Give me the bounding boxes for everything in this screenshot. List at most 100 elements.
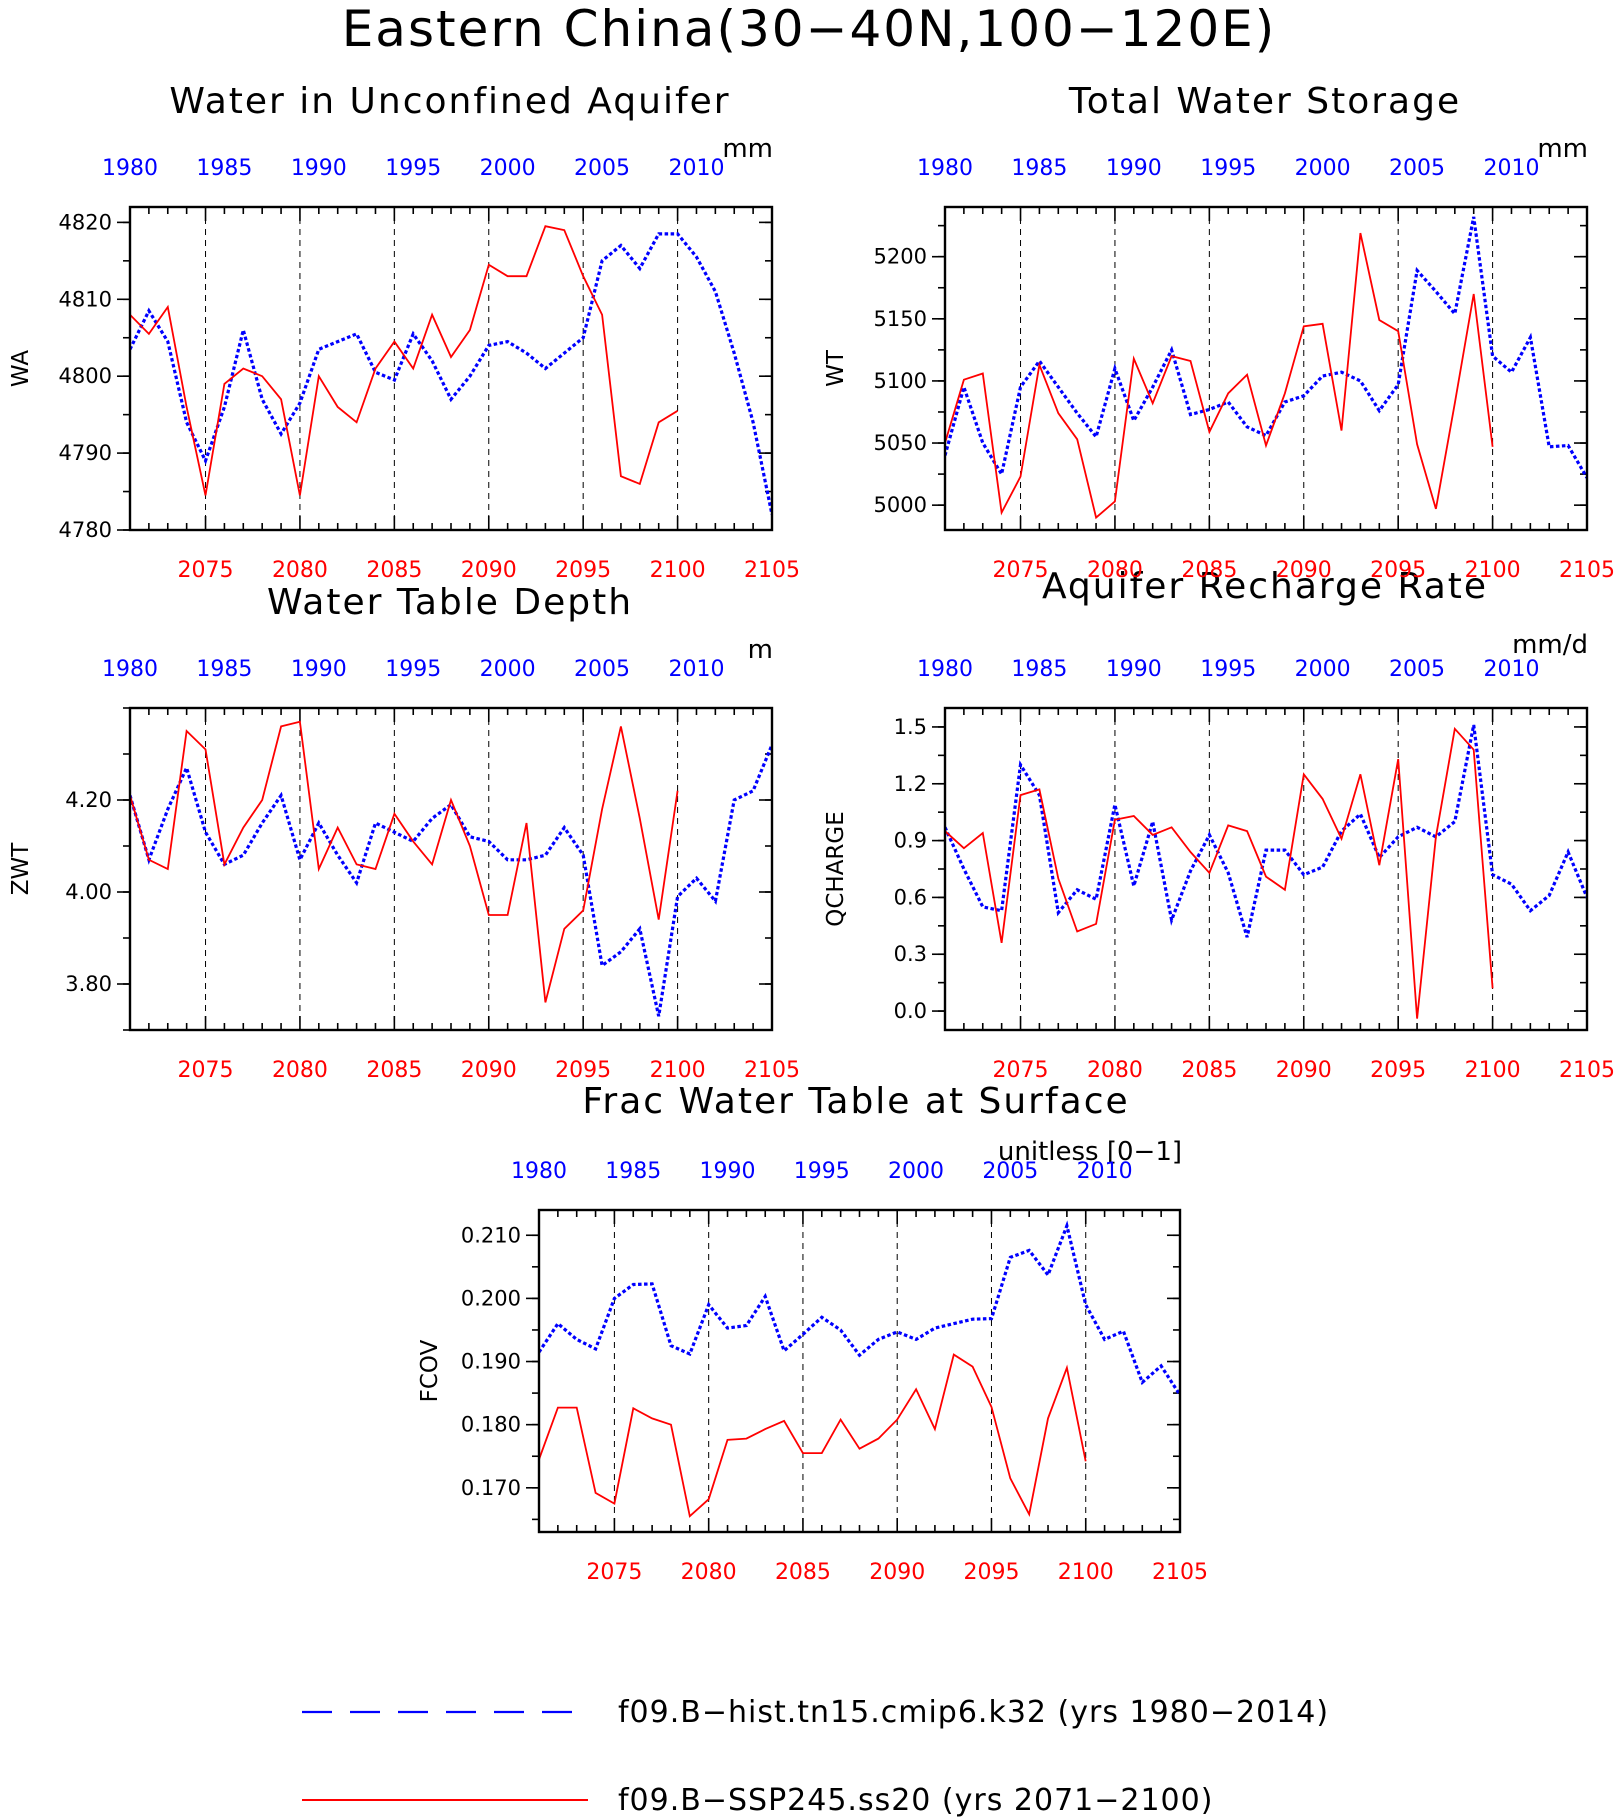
hist-series-line [130,744,772,1017]
y-tick-label: 0.6 [894,885,927,909]
y-axis-label: ZWT [8,842,34,895]
bottom-axis-tick-label: 2100 [1058,1560,1114,1585]
top-axis-tick-label: 1985 [1011,156,1067,181]
ssp-series-line [539,1353,1087,1518]
top-axis-tick-label: 2000 [1295,657,1351,682]
bottom-axis-tick-label: 2080 [272,558,328,583]
plot-2: 5000 5050 5100 5150 5200 WT 1980 1985 1990 1995 20… [823,156,1615,583]
y-tick-label: 0.0 [894,999,927,1023]
panel-units: unitless [0−1] [998,1137,1182,1167]
bottom-axis-tick-label: 2095 [555,558,611,583]
plot-1: 4780 4790 4800 4810 4820 WA 1980 1985 1990 1995 20… [8,156,800,583]
top-axis-tick-label: 1985 [196,657,252,682]
plot-4: 0.0 0.3 0.6 0.9 1.2 1.5 QCHARGE 1980 1985 1990 199… [823,657,1615,1083]
top-axis-tick-label: 2005 [1389,156,1445,181]
y-tick-label: 4810 [59,287,112,311]
plot-3: 3.80 4.00 4.20 ZWT 1980 1985 1990 1995 2000 2005 2… [8,657,800,1083]
top-axis-tick-label: 1990 [1106,156,1162,181]
panel-title: Water in Unconfined Aquifer [169,81,730,122]
top-axis-tick-label: 1995 [385,156,441,181]
bottom-axis-tick-label: 2085 [366,1058,422,1083]
plot-frame [943,205,1589,532]
top-axis-tick-label: 2010 [668,156,724,181]
y-tick-label: 0.190 [461,1350,521,1374]
y-tick-label: 4.00 [65,880,112,904]
y-tick-label: 4.20 [65,788,112,812]
top-axis-tick-label: 1980 [511,1159,567,1184]
y-tick-label: 0.180 [461,1413,521,1437]
top-axis-tick-label: 2010 [1483,156,1539,181]
top-axis-tick-label: 1995 [1200,657,1256,682]
bottom-axis-tick-label: 2095 [555,1058,611,1083]
panel-title: Total Water Storage [1068,81,1461,122]
panel-water-table-depth: Water Table Depth m [267,582,773,665]
hist-series-line [130,232,772,515]
legend-hist-label: f09.B−hist.tn15.cmip6.k32 (yrs 1980−2014… [618,1695,1329,1730]
plot-frame [128,706,774,1032]
plot-frame [943,706,1589,1032]
bottom-axis-tick-label: 2080 [1087,558,1143,583]
plot-areas: 4780 4790 4800 4810 4820 WA 1980 1985 1990 1995 20… [8,156,1615,1585]
ssp-series-line [945,232,1494,520]
bottom-axis-tick-label: 2090 [1276,558,1332,583]
top-axis-tick-label: 1990 [291,156,347,181]
y-tick-label: 4820 [59,210,112,234]
panel-aquifer-recharge-rate: Aquifer Recharge Rate mm/d [1042,566,1588,660]
top-axis-tick-label: 1990 [291,657,347,682]
y-tick-label: 4790 [59,441,112,465]
top-axis-tick-label: 2000 [480,657,536,682]
bottom-axis-tick-label: 2085 [1181,558,1237,583]
panel-title: Aquifer Recharge Rate [1042,566,1488,607]
top-axis-tick-label: 1980 [102,156,158,181]
y-tick-label: 0.3 [894,942,927,966]
panel-units: mm/d [1512,630,1588,660]
ssp-series-line [130,720,679,1003]
y-axis-label: WT [823,349,849,387]
y-tick-label: 5100 [874,369,927,393]
y-tick-label: 0.9 [894,829,927,853]
panel-total-water-storage: Total Water Storage mm [1068,81,1588,164]
panel-frac-water-table-at-surface: Frac Water Table at Surface unitless [0−… [582,1081,1182,1167]
bottom-axis-tick-label: 2085 [1181,1058,1237,1083]
y-tick-label: 0.170 [461,1476,521,1500]
y-tick-label: 4780 [59,518,112,542]
top-axis-tick-label: 2000 [1295,156,1351,181]
bottom-axis-tick-label: 2075 [586,1560,642,1585]
y-tick-label: 1.5 [894,715,927,739]
y-tick-label: 5050 [874,431,927,455]
y-tick-label: 5000 [874,493,927,517]
ssp-series-line [130,225,679,496]
top-axis-tick-label: 1990 [700,1159,756,1184]
bottom-axis-tick-label: 2095 [963,1560,1019,1585]
y-tick-label: 5150 [874,307,927,331]
plot-5: 0.170 0.180 0.190 0.200 0.210 FCOV 1980 1985 199… [417,1159,1208,1585]
plot-frame [128,205,774,532]
panel-units: m [748,635,773,665]
panel-units: mm [722,134,773,164]
top-axis-tick-label: 2005 [982,1159,1038,1184]
top-axis-tick-label: 1980 [917,156,973,181]
bottom-axis-tick-label: 2080 [272,1058,328,1083]
top-axis-tick-label: 1995 [1200,156,1256,181]
bottom-axis-tick-label: 2105 [1559,1058,1615,1083]
bottom-axis-tick-label: 2090 [461,558,517,583]
bottom-axis-tick-label: 2105 [1152,1560,1208,1585]
bottom-axis-tick-label: 2085 [366,558,422,583]
bottom-axis-tick-label: 2075 [993,1058,1049,1083]
y-tick-label: 1.2 [894,772,927,796]
panel-water-in-unconfined-aquifer: Water in Unconfined Aquifer mm [169,81,773,164]
bottom-axis-tick-label: 2100 [650,558,706,583]
bottom-axis-tick-label: 2080 [1087,1058,1143,1083]
bottom-axis-tick-label: 2105 [744,1058,800,1083]
bottom-axis-tick-label: 2080 [681,1560,737,1585]
figure-title: Eastern China(30−40N,100−120E) [342,0,1277,58]
bottom-axis-tick-label: 2100 [650,1058,706,1083]
top-axis-tick-label: 1985 [605,1159,661,1184]
bottom-axis-tick-label: 2075 [993,558,1049,583]
top-axis-tick-label: 2010 [668,657,724,682]
top-axis-tick-label: 1995 [794,1159,850,1184]
y-tick-label: 0.210 [461,1223,521,1247]
bottom-axis-tick-label: 2095 [1370,1058,1426,1083]
y-axis-label: QCHARGE [823,811,849,927]
